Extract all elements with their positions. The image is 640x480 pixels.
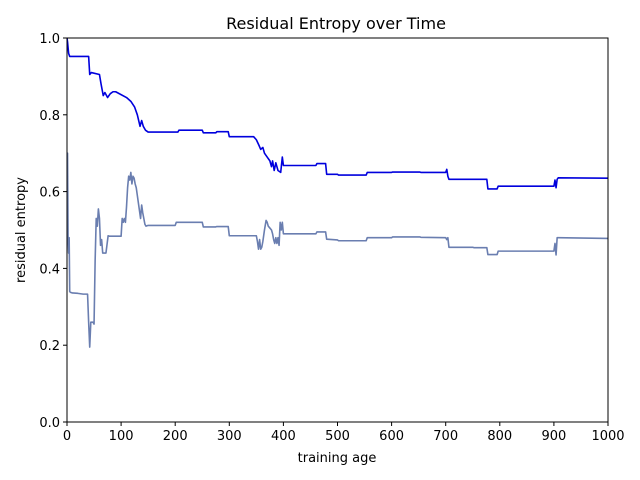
y-tick-label: 0.8 xyxy=(39,109,60,124)
chart-title: Residual Entropy over Time xyxy=(226,14,446,33)
x-tick-label: 100 xyxy=(109,429,134,444)
x-tick-label: 1000 xyxy=(591,429,624,444)
x-axis-label: training age xyxy=(298,451,377,466)
series-line-2 xyxy=(67,152,608,348)
y-axis-label: residual entropy xyxy=(14,177,29,283)
y-tick-label: 0.4 xyxy=(39,262,60,277)
x-tick-label: 500 xyxy=(325,429,350,444)
x-tick-label: 0 xyxy=(63,429,71,444)
y-tick-label: 1.0 xyxy=(39,32,60,47)
series-layer xyxy=(67,38,608,348)
x-tick-label: 800 xyxy=(487,429,512,444)
y-tick-label: 0.0 xyxy=(39,416,60,431)
x-tick-label: 700 xyxy=(433,429,458,444)
x-tick-label: 600 xyxy=(379,429,404,444)
x-axis: 0 100 200 300 400 500 600 700 800 900 1000 xyxy=(63,422,625,444)
x-tick-label: 200 xyxy=(163,429,188,444)
series-line-1 xyxy=(67,38,608,190)
y-tick-label: 0.6 xyxy=(39,186,60,201)
y-tick-label: 0.2 xyxy=(39,339,60,354)
x-tick-label: 400 xyxy=(271,429,296,444)
x-tick-label: 900 xyxy=(541,429,566,444)
y-axis: 0.0 0.2 0.4 0.6 0.8 1.0 xyxy=(39,32,67,431)
x-tick-label: 300 xyxy=(217,429,242,444)
